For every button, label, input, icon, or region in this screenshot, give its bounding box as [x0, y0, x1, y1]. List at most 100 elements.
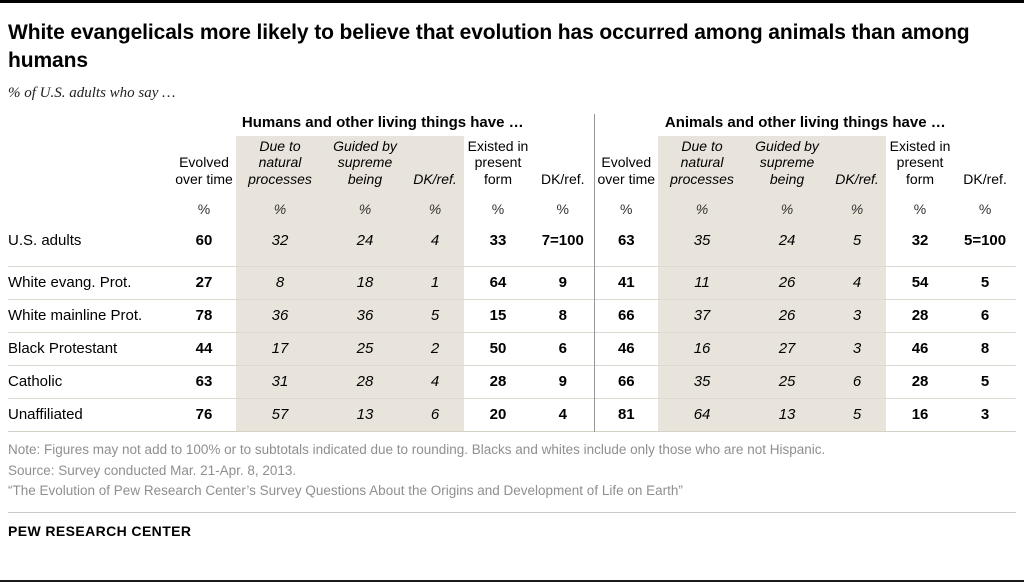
column-header: Evolved over time [175, 154, 233, 187]
unit-cell: % [593, 192, 659, 226]
subtitle: % of U.S. adults who say … [8, 84, 176, 101]
value-cell: 2 [430, 340, 440, 358]
value-cell: 6 [430, 406, 440, 424]
value-cell: 46 [593, 332, 659, 366]
corner-cell [8, 192, 172, 225]
unit-cell: % [913, 201, 927, 218]
column-header: Due to natural processes [670, 137, 734, 187]
column-header: Existed in present form [889, 137, 951, 187]
value-cell: 16 [693, 340, 711, 358]
value-cell: 13 [778, 406, 796, 424]
value-cell: 4 [558, 406, 567, 424]
value-cell: 5 [430, 307, 440, 325]
row-label: Catholic [8, 373, 63, 391]
row-label: Unaffiliated [8, 406, 83, 424]
value-cell: 8 [558, 307, 567, 325]
unit-cell: % [850, 201, 864, 218]
value-cell: 32 [911, 232, 929, 250]
value-cell: 24 [778, 232, 796, 250]
value-cell: 41 [593, 266, 659, 300]
row-label: White evang. Prot. [8, 274, 132, 292]
value-cell: 24 [356, 232, 374, 250]
value-cell: 6 [852, 373, 862, 391]
column-header: DK/ref. [963, 170, 1007, 187]
page-title: White evangelicals more likely to believ… [8, 21, 970, 72]
value-cell: 5 [852, 406, 862, 424]
value-cell: 76 [195, 406, 213, 424]
value-cell: 28 [911, 373, 929, 391]
value-cell: 4 [430, 232, 440, 250]
value-cell: 3 [980, 406, 990, 424]
value-cell: 63 [593, 225, 659, 267]
value-cell: 25 [778, 373, 796, 391]
unit-cell: % [197, 201, 211, 218]
value-cell: 28 [911, 307, 929, 325]
value-cell: 33 [489, 232, 507, 250]
column-header: Due to natural processes [248, 137, 312, 187]
value-cell: 66 [593, 365, 659, 399]
value-cell: 37 [693, 307, 711, 325]
value-cell: 3 [852, 340, 862, 358]
value-cell: 50 [489, 340, 507, 358]
row-label: U.S. adults [8, 232, 82, 250]
value-cell: 46 [911, 340, 929, 358]
value-cell: 9 [558, 373, 567, 391]
value-cell: 5=100 [963, 232, 1007, 250]
column-header: Existed in present form [467, 137, 529, 187]
value-cell: 17 [271, 340, 289, 358]
column-header: Guided by supreme being [333, 137, 397, 187]
row-label: White mainline Prot. [8, 307, 143, 325]
value-cell: 4 [852, 274, 862, 292]
value-cell: 32 [271, 232, 289, 250]
column-header: DK/ref. [540, 170, 585, 187]
unit-cell: % [491, 201, 505, 218]
column-header: Evolved over time [593, 135, 659, 193]
table-row: White evang. Prot. 27 8 18 1 64 9 41 11 26 4 54 5 [8, 266, 1017, 300]
value-cell: 11 [694, 274, 710, 292]
value-cell: 60 [195, 232, 213, 250]
evolution-beliefs-table: Humans and other living things have … An… [8, 113, 1017, 433]
value-cell: 81 [593, 398, 659, 432]
table-row: Catholic 63 31 28 4 28 9 66 35 25 6 28 5 [8, 365, 1017, 399]
table-row: White mainline Prot. 78 36 36 5 15 8 66 37 26 3 28 6 [8, 299, 1017, 333]
value-cell: 13 [356, 406, 374, 424]
value-cell: 35 [693, 232, 711, 250]
notes-block: Note: Figures may not add to 100% or to … [8, 440, 1016, 501]
infographic: White evangelicals more likely to believ… [8, 19, 1017, 539]
corner-cell [8, 136, 172, 193]
value-cell: 26 [778, 274, 796, 292]
value-cell: 5 [980, 274, 990, 292]
value-cell: 64 [693, 406, 711, 424]
unit-cell: % [695, 201, 709, 218]
value-cell: 8 [275, 274, 285, 292]
value-cell: 6 [558, 340, 567, 358]
value-cell: 16 [911, 406, 929, 424]
source-line: Source: Survey conducted Mar. 21-Apr. 8,… [8, 462, 297, 478]
group-header-humans: Humans and other living things have … [172, 113, 595, 136]
value-cell: 7=100 [541, 232, 584, 250]
value-cell: 64 [489, 274, 507, 292]
value-cell: 3 [852, 307, 862, 325]
value-cell: 6 [980, 307, 990, 325]
note-line: Note: Figures may not add to 100% or to … [8, 442, 826, 458]
value-cell: 44 [195, 340, 213, 358]
value-cell: 27 [778, 340, 796, 358]
value-cell: 66 [593, 299, 659, 333]
value-cell: 78 [195, 307, 213, 325]
value-cell: 15 [489, 307, 507, 325]
value-cell: 35 [693, 373, 711, 391]
table-row: Black Protestant 44 17 25 2 50 6 46 16 27 3 46 8 [8, 332, 1017, 366]
unit-cell: % [780, 201, 794, 218]
unit-cell: % [556, 201, 569, 218]
column-header: DK/ref. [835, 170, 879, 187]
column-header: Guided by supreme being [755, 137, 819, 187]
value-cell: 27 [195, 274, 213, 292]
value-cell: 4 [430, 373, 440, 391]
value-cell: 36 [356, 307, 374, 325]
footer-brand: PEW RESEARCH CENTER [8, 512, 1016, 539]
value-cell: 1 [430, 274, 440, 292]
value-cell: 31 [271, 373, 289, 391]
value-cell: 18 [356, 274, 374, 292]
value-cell: 20 [489, 406, 507, 424]
value-cell: 54 [911, 274, 929, 292]
